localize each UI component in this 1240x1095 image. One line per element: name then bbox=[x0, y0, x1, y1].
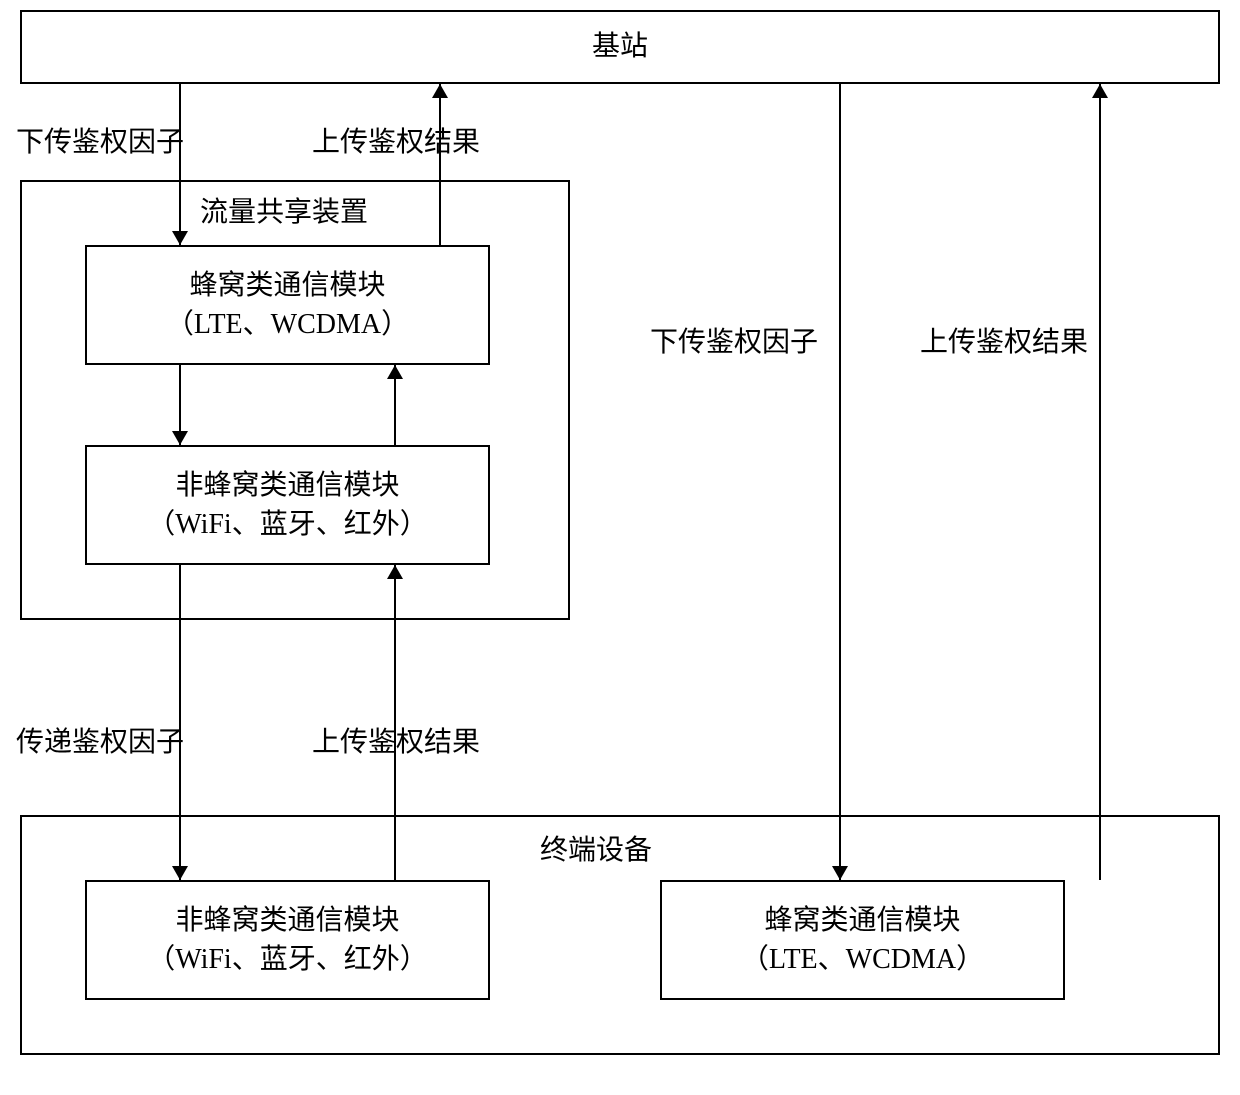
cellular-module-2-line1: 蜂窝类通信模块 bbox=[741, 901, 984, 940]
arrow-line-7 bbox=[1099, 84, 1101, 880]
cellular-module-2-text: 蜂窝类通信模块 （LTE、WCDMA） bbox=[741, 901, 984, 979]
edge-label-up-auth-1: 上传鉴权结果 bbox=[312, 120, 480, 160]
non-cellular-module-2: 非蜂窝类通信模块 （WiFi、蓝牙、红外） bbox=[85, 880, 490, 1000]
non-cellular-module-1: 非蜂窝类通信模块 （WiFi、蓝牙、红外） bbox=[85, 445, 490, 565]
arrow-line-5 bbox=[394, 565, 396, 880]
non-cellular-module-1-line2: （WiFi、蓝牙、红外） bbox=[147, 505, 427, 544]
arrowhead-up-5 bbox=[387, 565, 403, 579]
arrowhead-up-7 bbox=[1092, 84, 1108, 98]
arrow-line-0 bbox=[179, 84, 181, 245]
base-station-label: 基站 bbox=[592, 27, 648, 66]
cellular-module-1-line1: 蜂窝类通信模块 bbox=[166, 266, 409, 305]
cellular-module-1-text: 蜂窝类通信模块 （LTE、WCDMA） bbox=[166, 266, 409, 344]
arrowhead-down-6 bbox=[832, 866, 848, 880]
traffic-share-label: 流量共享装置 bbox=[200, 190, 368, 230]
non-cellular-module-1-text: 非蜂窝类通信模块 （WiFi、蓝牙、红外） bbox=[147, 466, 427, 544]
terminal-label: 终端设备 bbox=[540, 828, 652, 868]
arrow-line-1 bbox=[439, 84, 441, 245]
edge-label-down-auth-2: 下传鉴权因子 bbox=[650, 320, 818, 360]
base-station-box: 基站 bbox=[20, 10, 1220, 84]
arrowhead-down-2 bbox=[172, 431, 188, 445]
arrow-line-4 bbox=[179, 565, 181, 880]
edge-label-pass-auth: 传递鉴权因子 bbox=[16, 720, 184, 760]
arrowhead-down-4 bbox=[172, 866, 188, 880]
cellular-module-2: 蜂窝类通信模块 （LTE、WCDMA） bbox=[660, 880, 1065, 1000]
edge-label-down-auth-1: 下传鉴权因子 bbox=[16, 120, 184, 160]
cellular-module-2-line2: （LTE、WCDMA） bbox=[741, 940, 984, 979]
arrowhead-down-0 bbox=[172, 231, 188, 245]
non-cellular-module-1-line1: 非蜂窝类通信模块 bbox=[147, 466, 427, 505]
cellular-module-1-line2: （LTE、WCDMA） bbox=[166, 305, 409, 344]
non-cellular-module-2-text: 非蜂窝类通信模块 （WiFi、蓝牙、红外） bbox=[147, 901, 427, 979]
edge-label-up-auth-2: 上传鉴权结果 bbox=[920, 320, 1088, 360]
arrowhead-up-3 bbox=[387, 365, 403, 379]
arrowhead-up-1 bbox=[432, 84, 448, 98]
edge-label-up-auth-3: 上传鉴权结果 bbox=[312, 720, 480, 760]
cellular-module-1: 蜂窝类通信模块 （LTE、WCDMA） bbox=[85, 245, 490, 365]
non-cellular-module-2-line2: （WiFi、蓝牙、红外） bbox=[147, 940, 427, 979]
non-cellular-module-2-line1: 非蜂窝类通信模块 bbox=[147, 901, 427, 940]
arrow-line-6 bbox=[839, 84, 841, 880]
